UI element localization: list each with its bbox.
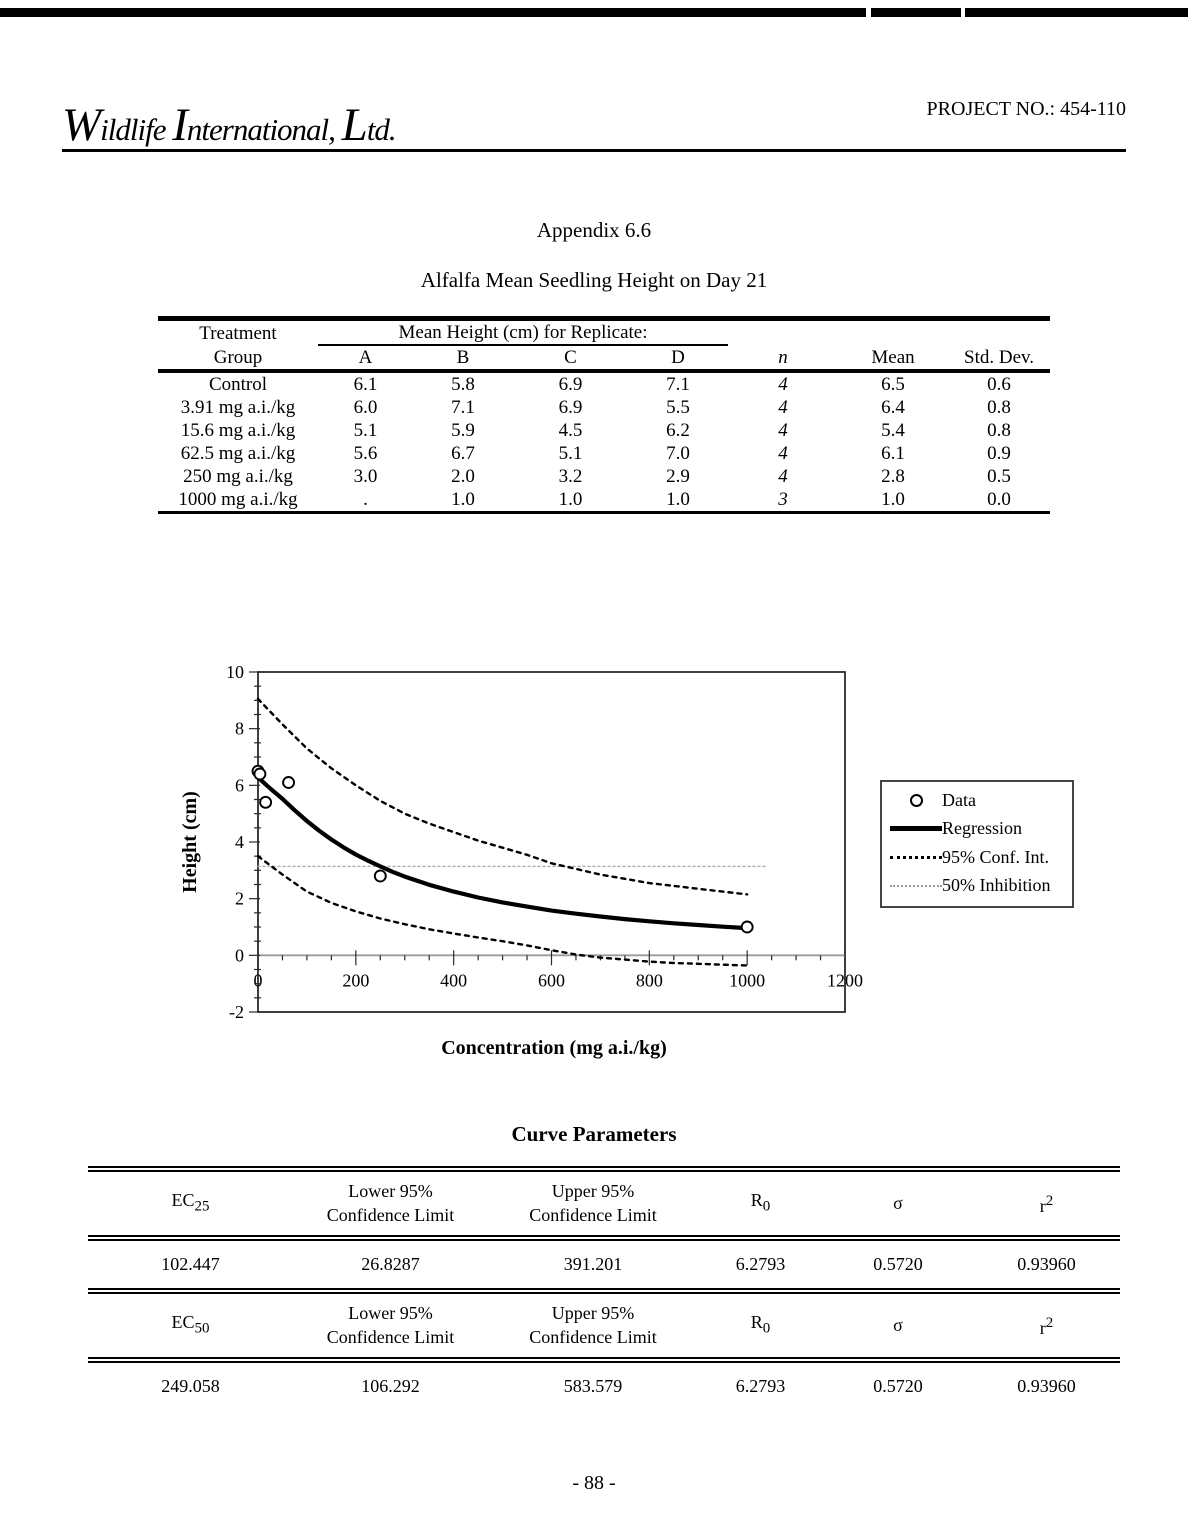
svg-text:0: 0	[254, 970, 263, 990]
logo-text: td.	[366, 112, 397, 147]
svg-text:6: 6	[235, 775, 244, 795]
col-header-std: Std. Dev.	[948, 345, 1051, 373]
col-header-group: Group	[158, 345, 318, 373]
legend-item-data: Data	[890, 790, 1064, 811]
chart-canvas: Height (cm) Concentration (mg a.i./kg) 0…	[179, 662, 863, 1059]
legend-label: 50% Inhibition	[942, 875, 1051, 896]
project-number: PROJECT NO.: 454-110	[926, 98, 1126, 120]
table-row: Control 6.1 5.8 6.9 7.1 4 6.5 0.6	[208, 374, 1011, 395]
curve-parameters-title: Curve Parameters	[511, 1122, 677, 1146]
company-logo: Wildlife International, Ltd.	[62, 99, 397, 151]
col-header-rep-c: C	[513, 345, 628, 373]
header-rule	[62, 149, 1126, 152]
curve-parameters-table-ec50: EC50 Lower 95% Confidence Limit Upper 95%…	[88, 1288, 1120, 1401]
legend-item-conf-int: 95% Conf. Int.	[890, 847, 1064, 868]
logo-text: ildlife	[100, 112, 173, 147]
col-header-sigma: σ	[823, 1291, 973, 1363]
page-number: - 88 -	[572, 1472, 616, 1494]
legend-item-inhibition: 50% Inhibition	[890, 875, 1064, 896]
table-row: 15.6 mg a.i./kg 5.1 5.9 4.5 6.2 4 5.4 0.8	[180, 420, 1011, 441]
legend-item-regression: Regression	[890, 818, 1064, 839]
scan-artifact-bar	[871, 8, 961, 17]
dose-response-chart: Height (cm) Concentration (mg a.i./kg) 0…	[170, 640, 880, 1070]
col-header-lower-cl: Lower 95% Confidence Limit	[293, 1291, 488, 1363]
svg-text:1200: 1200	[827, 970, 863, 990]
col-header-n: n	[728, 345, 839, 373]
svg-text:600: 600	[538, 970, 565, 990]
col-header-replicate-span: Mean Height (cm) for Replicate:	[318, 318, 729, 346]
page-title: Alfalfa Mean Seedling Height on Day 21	[420, 268, 768, 292]
svg-text:1000: 1000	[729, 970, 765, 990]
svg-text:800: 800	[636, 970, 663, 990]
table-row: 62.5 mg a.i./kg 5.6 6.7 5.1 7.0 4 6.1 0.9	[180, 443, 1011, 464]
col-header-r0: R0	[698, 1291, 823, 1363]
chart-legend: Data Regression 95% Conf. Int. 50% Inhib…	[880, 780, 1074, 908]
x-axis-label: Concentration (mg a.i./kg)	[441, 1037, 667, 1059]
svg-text:2: 2	[235, 889, 244, 909]
col-header-r-squared: r2	[973, 1169, 1120, 1241]
chart-plot-area: 0 200 400 600 800 1000 1200 -2 0 2 4 6 8 10	[226, 662, 863, 1022]
svg-text:400: 400	[440, 970, 467, 990]
scan-artifact-bar	[0, 8, 866, 17]
logo-text: L	[341, 99, 368, 151]
legend-label: Regression	[942, 818, 1022, 839]
col-header-mean: Mean	[838, 345, 949, 373]
col-header-ec25: EC25	[88, 1169, 293, 1241]
svg-text:10: 10	[226, 662, 244, 682]
col-header-treatment: Treatment	[199, 322, 277, 344]
logo-text: W	[62, 99, 101, 151]
table-row: 3.91 mg a.i./kg 6.0 7.1 6.9 5.5 4 6.4 0.8	[180, 397, 1011, 418]
col-header-r-squared: r2	[973, 1291, 1120, 1363]
appendix-title: Appendix 6.6	[536, 218, 652, 242]
col-header-lower-cl: Lower 95% Confidence Limit	[293, 1169, 488, 1241]
data-point-icon	[890, 793, 942, 807]
y-axis-label: Height (cm)	[179, 791, 201, 893]
table-row: 249.058 106.292 583.579 6.2793 0.5720 0.…	[161, 1376, 1076, 1396]
summary-table: Treatment Mean Height (cm) for Replicate…	[158, 316, 1051, 514]
col-header-upper-cl: Upper 95% Confidence Limit	[488, 1291, 698, 1363]
col-header-sigma: σ	[823, 1169, 973, 1241]
svg-text:-2: -2	[229, 1002, 244, 1022]
svg-text:200: 200	[342, 970, 369, 990]
svg-text:0: 0	[235, 945, 244, 965]
col-header-ec50: EC50	[88, 1291, 293, 1363]
col-header-r0: R0	[698, 1169, 823, 1241]
solid-line-icon	[890, 826, 942, 832]
scan-artifact-bar	[965, 8, 1188, 17]
col-header-upper-cl: Upper 95% Confidence Limit	[488, 1169, 698, 1241]
dotted-line-icon	[890, 884, 942, 887]
svg-text:4: 4	[235, 832, 244, 852]
legend-label: Data	[942, 789, 976, 810]
table-row: 1000 mg a.i./kg. 1.0 1.0 1.0 3 1.0 0.0	[158, 488, 1051, 514]
table-row: 250 mg a.i./kg 3.0 2.0 3.2 2.9 4 2.8 0.5	[183, 466, 1011, 487]
legend-label: 95% Conf. Int.	[942, 846, 1049, 867]
logo-text: I	[172, 99, 188, 151]
table-row: 102.447 26.8287 391.201 6.2793 0.5720 0.…	[161, 1254, 1076, 1274]
dashed-line-icon	[890, 855, 942, 859]
col-header-rep-a: A	[318, 345, 413, 373]
svg-text:8: 8	[235, 719, 244, 739]
logo-text: nternational,	[186, 112, 342, 147]
col-header-rep-b: B	[413, 345, 513, 373]
col-header-rep-d: D	[628, 345, 729, 373]
curve-parameters-table-ec25: EC25 Lower 95% Confidence Limit Upper 95%…	[88, 1166, 1120, 1279]
